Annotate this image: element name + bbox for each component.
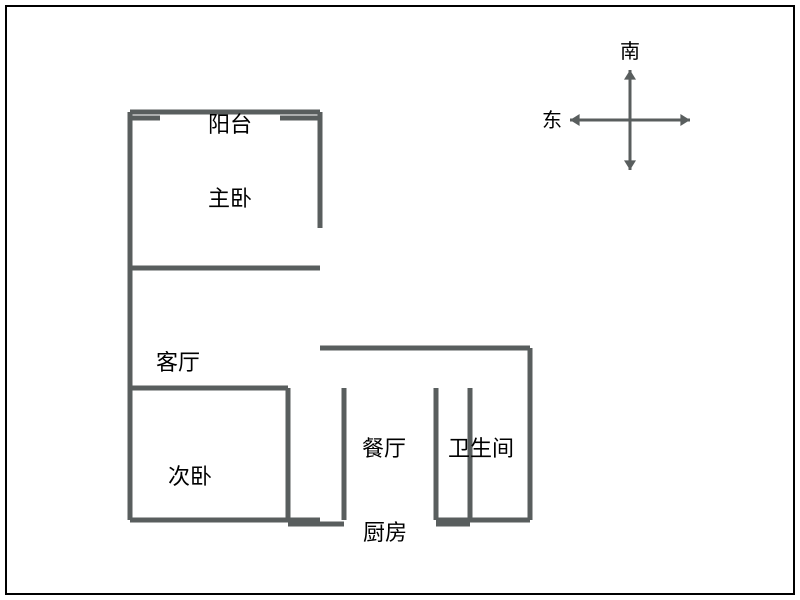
compass-label-north: 南	[620, 40, 640, 63]
outer-frame	[6, 6, 794, 594]
label-second_br: 次卧	[168, 464, 212, 489]
compass-label-east: 东	[542, 109, 562, 132]
label-kitchen: 厨房	[363, 520, 407, 545]
label-master_br: 主卧	[208, 186, 252, 211]
label-balcony: 阳台	[208, 112, 252, 137]
label-dining: 餐厅	[362, 436, 406, 461]
label-living: 客厅	[156, 350, 200, 375]
label-bathroom: 卫生间	[448, 436, 514, 461]
